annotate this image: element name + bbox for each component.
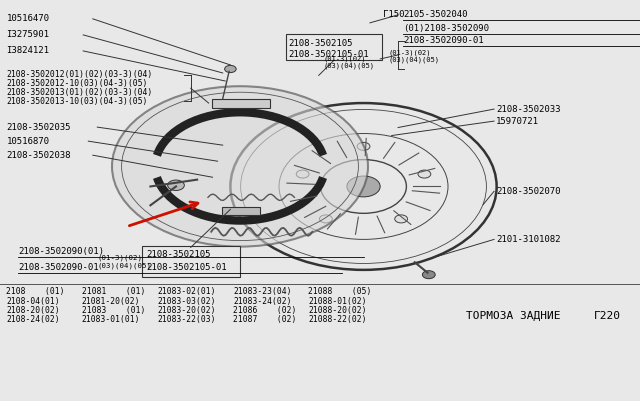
Text: 2108-3502105-01: 2108-3502105-01 — [146, 263, 227, 272]
Circle shape — [418, 170, 431, 178]
Text: Г220: Г220 — [594, 311, 621, 320]
Bar — [286, 34, 382, 60]
Text: ТОРМОЗА ЗАДНИЕ: ТОРМОЗА ЗАДНИЕ — [466, 310, 561, 321]
Circle shape — [168, 180, 184, 190]
Text: 2108    (01): 2108 (01) — [6, 288, 65, 296]
FancyArrowPatch shape — [129, 202, 198, 226]
Text: 2108-3502105: 2108-3502105 — [146, 250, 211, 259]
Text: (01)2108-3502090: (01)2108-3502090 — [403, 24, 489, 33]
Circle shape — [347, 176, 380, 197]
Text: 21083    (01): 21083 (01) — [82, 306, 145, 315]
Circle shape — [319, 215, 332, 223]
Text: 2108-3502012(01)(02)(03-3)(04): 2108-3502012(01)(02)(03-3)(04) — [6, 71, 153, 79]
Text: 21083-02(01): 21083-02(01) — [157, 288, 216, 296]
Text: (03)(04)(05): (03)(04)(05) — [323, 62, 374, 69]
Bar — [222, 207, 260, 215]
Text: Г150: Г150 — [383, 10, 404, 19]
Text: 21081-20(02): 21081-20(02) — [82, 297, 140, 306]
Text: 21083-22(03): 21083-22(03) — [157, 315, 216, 324]
Circle shape — [422, 271, 435, 279]
Text: I3275901: I3275901 — [6, 30, 49, 39]
Text: 2108-3502033: 2108-3502033 — [496, 105, 561, 113]
Circle shape — [225, 65, 236, 73]
Circle shape — [112, 86, 368, 247]
Text: 2108-3502105: 2108-3502105 — [289, 39, 353, 48]
Text: 10516870: 10516870 — [6, 137, 49, 146]
Circle shape — [357, 142, 370, 150]
Circle shape — [296, 170, 309, 178]
Text: 2108-3502070: 2108-3502070 — [496, 187, 561, 196]
Text: (01-3)(02): (01-3)(02) — [323, 56, 365, 62]
Text: 2108-3502013(01)(02)(03-3)(04): 2108-3502013(01)(02)(03-3)(04) — [6, 88, 153, 97]
Text: 2105-3502040: 2105-3502040 — [403, 10, 468, 19]
Text: 2108-3502035: 2108-3502035 — [6, 123, 71, 132]
Text: 21088-01(02): 21088-01(02) — [308, 297, 367, 306]
Text: 21088    (05): 21088 (05) — [308, 288, 372, 296]
Text: (01-3)(02): (01-3)(02) — [98, 255, 143, 261]
Text: 2101-3101082: 2101-3101082 — [496, 235, 561, 244]
Text: 21083-24(02): 21083-24(02) — [233, 297, 291, 306]
Circle shape — [395, 215, 408, 223]
Text: 21087    (02): 21087 (02) — [233, 315, 296, 324]
Text: (03)(04)(05): (03)(04)(05) — [388, 57, 440, 63]
Text: 10516470: 10516470 — [6, 14, 49, 23]
Text: 2108-20(02): 2108-20(02) — [6, 306, 60, 315]
Text: 2108-3502105-01: 2108-3502105-01 — [289, 51, 369, 59]
Text: 21083-03(02): 21083-03(02) — [157, 297, 216, 306]
Text: 21086    (02): 21086 (02) — [233, 306, 296, 315]
Text: 21081    (01): 21081 (01) — [82, 288, 145, 296]
Text: I3824121: I3824121 — [6, 47, 49, 55]
Text: 21088-22(02): 21088-22(02) — [308, 315, 367, 324]
Text: 21083-20(02): 21083-20(02) — [157, 306, 216, 315]
Text: 2108-3502012-10(03)(04-3)(05): 2108-3502012-10(03)(04-3)(05) — [6, 79, 148, 88]
Text: (01-3)(02): (01-3)(02) — [388, 50, 431, 56]
Bar — [142, 246, 240, 277]
Text: 2108-3502090(01): 2108-3502090(01) — [18, 247, 104, 256]
Bar — [212, 99, 270, 108]
Text: 2108-3502038: 2108-3502038 — [6, 151, 71, 160]
Text: 21083-01(01): 21083-01(01) — [82, 315, 140, 324]
Text: 2108-3502090-01: 2108-3502090-01 — [403, 36, 484, 45]
Text: (03)(04)(05): (03)(04)(05) — [98, 262, 152, 269]
Text: 2108-3502090-01: 2108-3502090-01 — [18, 263, 99, 272]
Text: 2108-04(01): 2108-04(01) — [6, 297, 60, 306]
Text: 15970721: 15970721 — [496, 117, 539, 126]
Text: 2108-3502013-10(03)(04-3)(05): 2108-3502013-10(03)(04-3)(05) — [6, 97, 148, 106]
Text: 2108-24(02): 2108-24(02) — [6, 315, 60, 324]
Text: 21088-20(02): 21088-20(02) — [308, 306, 367, 315]
Text: 21083-23(04): 21083-23(04) — [233, 288, 291, 296]
